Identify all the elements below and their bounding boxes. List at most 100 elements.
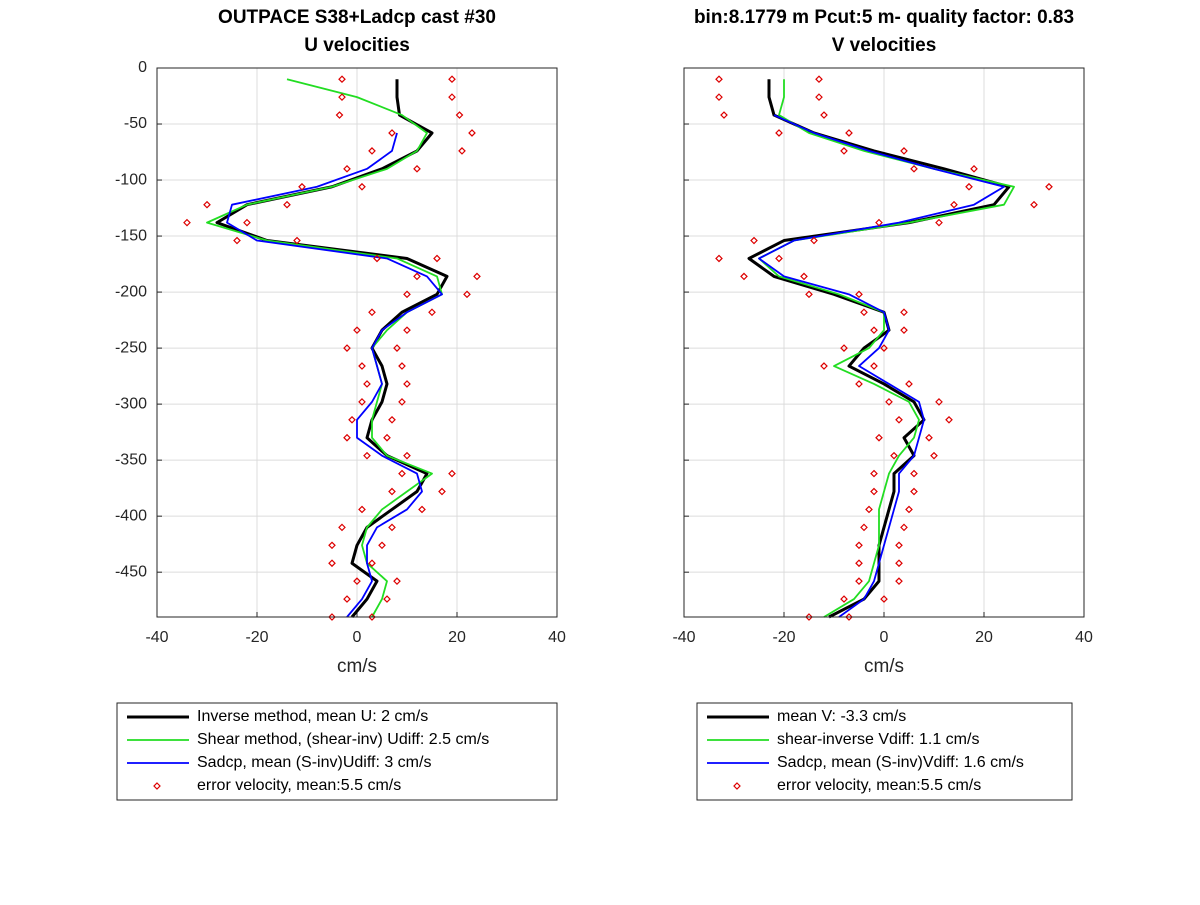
error-velocity-point (895, 541, 903, 550)
legend-marker (733, 782, 741, 790)
error-velocity-point (875, 433, 883, 442)
error-velocity-point (870, 362, 878, 370)
error-velocity-point (338, 93, 346, 101)
error-velocity-point (740, 272, 748, 281)
error-velocity-point (363, 380, 371, 388)
error-velocity-point (935, 218, 943, 227)
error-velocity-point (910, 164, 918, 173)
error-velocity-point (855, 290, 863, 299)
y-tick-label: -200 (115, 283, 147, 300)
error-velocity-point (900, 326, 908, 335)
error-velocity-point (338, 523, 346, 532)
error-velocity-point (840, 147, 848, 155)
x-tick-label: 20 (975, 629, 993, 646)
error-velocity-point (403, 326, 411, 335)
error-velocity-point (840, 595, 848, 603)
error-velocity-point (715, 93, 723, 101)
profile-line (747, 79, 1011, 619)
error-velocity-point (775, 129, 783, 137)
error-velocity-point (413, 272, 421, 281)
error-velocity-point (293, 236, 301, 245)
y-tick-label: -300 (115, 395, 147, 412)
error-velocity-point (820, 111, 828, 119)
error-velocity-point (905, 380, 913, 388)
error-velocity-point (353, 326, 361, 335)
error-velocity-point (383, 595, 391, 603)
error-velocity-point (368, 559, 376, 568)
chart-subtitle: V velocities (832, 35, 937, 56)
chart-title: bin:8.1779 m Pcut:5 m- quality factor: 0… (694, 7, 1074, 28)
error-velocity-point (845, 129, 853, 137)
error-velocity-point (363, 451, 371, 460)
error-velocity-point (428, 308, 436, 317)
error-velocity-point (393, 344, 401, 352)
legend-label: shear-inverse Vdiff: 1.1 cm/s (777, 731, 979, 748)
error-velocity-point (1030, 200, 1038, 209)
x-tick-label: -20 (245, 629, 268, 646)
error-velocity-point (895, 559, 903, 568)
error-velocity-point (900, 523, 908, 532)
error-velocity-point (1045, 182, 1053, 191)
error-velocity-point (775, 254, 783, 263)
error-velocity-point (810, 236, 818, 245)
error-velocity-point (970, 164, 978, 173)
error-velocity-point (458, 147, 466, 155)
profile-line (758, 114, 1005, 618)
error-velocity-point (855, 559, 863, 568)
y-tick-label: -350 (115, 451, 147, 468)
error-velocity-point (715, 254, 723, 263)
error-velocity-point (845, 613, 853, 621)
x-tick-label: 20 (448, 629, 466, 646)
y-tick-label: -250 (115, 339, 147, 356)
error-velocity-point (805, 613, 813, 621)
error-velocity-point (910, 469, 918, 478)
error-velocity-point (815, 75, 823, 84)
error-velocity-point (328, 613, 336, 621)
error-velocity-point (398, 362, 406, 370)
error-velocity-point (880, 344, 888, 352)
legend-box (116, 702, 558, 801)
legend-box (696, 702, 1073, 801)
error-velocity-point (378, 541, 386, 550)
error-velocity-point (720, 111, 728, 119)
x-tick-label: -20 (772, 629, 795, 646)
error-velocity-point (343, 164, 351, 173)
error-velocity-point (455, 111, 464, 119)
legend-marker (153, 782, 161, 790)
y-tick-label: -450 (115, 563, 147, 580)
error-velocity-point (965, 182, 973, 191)
error-velocity-point (398, 469, 406, 478)
legend-label: error velocity, mean:5.5 cm/s (197, 777, 401, 794)
error-velocity-point (448, 469, 456, 478)
y-tick-label: -50 (124, 115, 147, 132)
error-velocity-point (388, 129, 396, 137)
chart-subtitle: U velocities (304, 35, 410, 56)
error-velocity-point (383, 433, 391, 442)
error-velocity-point (233, 236, 241, 245)
y-tick-label: -400 (115, 507, 147, 524)
error-velocity-point (413, 164, 421, 173)
error-velocity-point (358, 505, 366, 514)
error-velocity-point (473, 272, 481, 281)
error-velocity-point (463, 290, 471, 299)
error-velocity-point (870, 487, 878, 496)
error-velocity-point (950, 200, 958, 209)
legend-label: Inverse method, mean U: 2 cm/s (197, 708, 428, 725)
error-velocity-point (890, 451, 898, 460)
error-velocity-point (438, 487, 446, 496)
error-velocity-point (895, 577, 903, 585)
legend-label: error velocity, mean:5.5 cm/s (777, 777, 981, 794)
x-axis-label: cm/s (337, 656, 377, 677)
error-velocity-point (860, 308, 868, 317)
error-velocity-point (298, 182, 306, 191)
error-velocity-point (855, 541, 863, 550)
error-velocity-point (343, 433, 351, 442)
error-velocity-point (930, 451, 938, 460)
error-velocity-point (860, 523, 868, 532)
error-velocity-point (935, 398, 943, 406)
error-velocity-point (358, 182, 366, 191)
error-velocity-point (910, 487, 918, 496)
error-velocity-point (870, 326, 878, 335)
error-velocity-point (368, 147, 376, 155)
error-velocity-point (368, 613, 376, 621)
